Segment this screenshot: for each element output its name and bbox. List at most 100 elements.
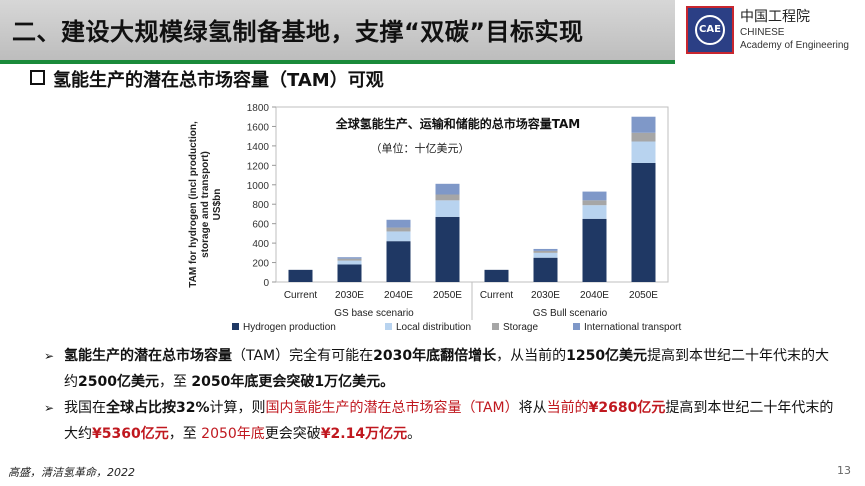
y-axis-label-line: storage and transport) bbox=[200, 151, 211, 258]
y-tick-label: 1000 bbox=[247, 181, 270, 192]
y-tick-label: 200 bbox=[252, 259, 269, 270]
y-tick-label: 1600 bbox=[247, 122, 270, 133]
legend-swatch bbox=[573, 323, 580, 330]
legend-swatch bbox=[232, 323, 239, 330]
source-citation: 高盛，清洁氢革命，2022 bbox=[8, 466, 135, 479]
bar-segment-hydrogen-production bbox=[631, 162, 656, 282]
legend-label: Local distribution bbox=[396, 322, 471, 333]
bullet-1-run: 氢能生产的潜在总市场容量 bbox=[64, 348, 232, 364]
title-bar: 二、建设大规模绿氢制备基地，支撑“双碳”目标实现 bbox=[0, 0, 675, 64]
bar-segment-storage bbox=[582, 200, 607, 206]
bar-segment-international-transport bbox=[435, 183, 460, 195]
page-number: 13 bbox=[837, 464, 851, 477]
bullet-2-run: 我国在 bbox=[64, 400, 106, 416]
chart-title: 全球氢能生产、运输和储能的总市场容量TAM bbox=[335, 116, 580, 131]
cae-emblem-icon: CAE bbox=[686, 6, 734, 54]
x-tick-label: 2050E bbox=[629, 290, 658, 301]
bar-segment-international-transport bbox=[533, 248, 558, 251]
bullet-2-run: ¥2680亿元 bbox=[588, 400, 666, 416]
bar-segment-hydrogen-production bbox=[484, 269, 509, 282]
bullet-2-run: ，至 bbox=[168, 426, 202, 442]
y-axis-label: TAM for hydrogen (incl production,storag… bbox=[188, 121, 223, 288]
plot-frame bbox=[275, 106, 669, 283]
bar-segment-hydrogen-production bbox=[582, 218, 607, 282]
bullet-2-run: 2050年底 bbox=[201, 426, 265, 442]
bullet-1-run: 提高到本世纪二十年代末的大约 bbox=[64, 348, 830, 390]
y-tick-label: 1200 bbox=[247, 161, 270, 172]
y-tick-label: 1400 bbox=[247, 142, 270, 153]
bar-segment-local-distribution bbox=[582, 205, 607, 219]
bar-segment-hydrogen-production bbox=[435, 216, 460, 282]
logo-cn-name: 中国工程院 bbox=[740, 9, 810, 25]
legend-label: International transport bbox=[584, 322, 682, 333]
logo-en-line2: Academy of Engineering bbox=[740, 40, 849, 51]
bar-segment-international-transport bbox=[582, 191, 607, 201]
bar-segment-local-distribution bbox=[435, 200, 460, 217]
bullet-1-run: 2050年底更会突破1万亿美元。 bbox=[191, 374, 395, 390]
logo-emblem-text: CAE bbox=[695, 15, 725, 45]
bullet-item-1: ➢ 氢能生产的潜在总市场容量（TAM）完全有可能在2030年底翻倍增长，从当前的… bbox=[44, 343, 834, 395]
bar-segment-storage bbox=[337, 258, 362, 261]
bullet-arrow-icon: ➢ bbox=[44, 349, 55, 363]
bullet-2-run: 。 bbox=[407, 426, 422, 442]
chart-subtitle: （单位：十亿美元） bbox=[371, 141, 470, 155]
y-axis-label-line: US$bn bbox=[212, 189, 223, 221]
bullet-2-run: 计算，则 bbox=[209, 400, 266, 416]
bullet-1-run: 1250亿美元 bbox=[566, 348, 648, 364]
bullet-1-run: 2500亿美元 bbox=[78, 374, 159, 390]
bar-segment-hydrogen-production bbox=[386, 241, 411, 282]
bullet-item-2: ➢ 我国在全球占比按32%计算，则国内氢能生产的潜在总市场容量（TAM）将从当前… bbox=[44, 395, 834, 447]
bar-segment-storage bbox=[386, 227, 411, 232]
bar-segment-local-distribution bbox=[337, 260, 362, 265]
group-label: GS base scenario bbox=[334, 308, 414, 319]
x-tick-label: 2040E bbox=[384, 290, 413, 301]
x-tick-label: Current bbox=[284, 290, 318, 301]
bar-segment-hydrogen-production bbox=[288, 269, 313, 282]
group-label: GS Bull scenario bbox=[533, 308, 608, 319]
bullet-2-run: 全球占比按32% bbox=[106, 400, 210, 416]
x-tick-label: 2050E bbox=[433, 290, 462, 301]
bar-segment-storage bbox=[631, 132, 656, 142]
bullet-text-1: 氢能生产的潜在总市场容量（TAM）完全有可能在2030年底翻倍增长，从当前的12… bbox=[64, 348, 829, 390]
x-tick-label: 2030E bbox=[335, 290, 364, 301]
bar-segment-storage bbox=[533, 250, 558, 253]
y-axis-label-line: TAM for hydrogen (incl production, bbox=[188, 121, 199, 288]
x-tick-label: 2040E bbox=[580, 290, 609, 301]
bullet-arrow-icon: ➢ bbox=[44, 401, 55, 415]
bullet-list: ➢ 氢能生产的潜在总市场容量（TAM）完全有可能在2030年底翻倍增长，从当前的… bbox=[44, 343, 834, 447]
legend-label: Hydrogen production bbox=[243, 322, 336, 333]
bar-segment-hydrogen-production bbox=[533, 257, 558, 282]
bar-segment-hydrogen-production bbox=[337, 264, 362, 282]
slide-title: 二、建设大规模绿氢制备基地，支撑“双碳”目标实现 bbox=[12, 18, 584, 46]
logo: CAE 中国工程院 CHINESE Academy of Engineering bbox=[680, 2, 860, 58]
legend-swatch bbox=[492, 323, 499, 330]
bar-segment-local-distribution bbox=[386, 231, 411, 242]
bullet-2-run: 将从 bbox=[518, 400, 547, 416]
bullet-2-run: 当前的 bbox=[546, 400, 589, 416]
bar-segment-local-distribution bbox=[631, 141, 656, 163]
bullet-2-run: 更会突破 bbox=[264, 426, 321, 442]
legend-swatch bbox=[385, 323, 392, 330]
y-tick-label: 600 bbox=[252, 220, 269, 231]
bullet-1-run: （TAM）完全有可能在 bbox=[232, 348, 374, 364]
section-heading: 氢能生产的潜在总市场容量（TAM）可观 bbox=[30, 66, 384, 92]
section-title: 氢能生产的潜在总市场容量（TAM）可观 bbox=[53, 70, 384, 91]
bullet-text-2: 我国在全球占比按32%计算，则国内氢能生产的潜在总市场容量（TAM）将从当前的¥… bbox=[64, 400, 833, 442]
y-tick-label: 800 bbox=[252, 200, 269, 211]
bullet-1-run: ，从当前的 bbox=[496, 348, 567, 364]
bullet-2-run: 提高到本世纪二十年代末的大约 bbox=[64, 400, 834, 442]
y-tick-label: 1800 bbox=[247, 103, 270, 114]
bar-segment-international-transport bbox=[386, 219, 411, 228]
bullet-2-run: 国内氢能生产的潜在总市场容量（TAM） bbox=[265, 400, 519, 416]
bar-segment-storage bbox=[435, 194, 460, 201]
y-tick-label: 400 bbox=[252, 239, 269, 250]
bar-segment-international-transport bbox=[631, 116, 656, 133]
bar-segment-international-transport bbox=[337, 257, 362, 259]
bar-segment-local-distribution bbox=[533, 252, 558, 258]
x-tick-label: Current bbox=[480, 290, 514, 301]
x-tick-label: 2030E bbox=[531, 290, 560, 301]
checkbox-square-icon bbox=[30, 70, 45, 85]
bullet-2-run: ¥5360亿元 bbox=[92, 426, 169, 442]
bullet-2-run: ¥2.14万亿元 bbox=[320, 426, 408, 442]
